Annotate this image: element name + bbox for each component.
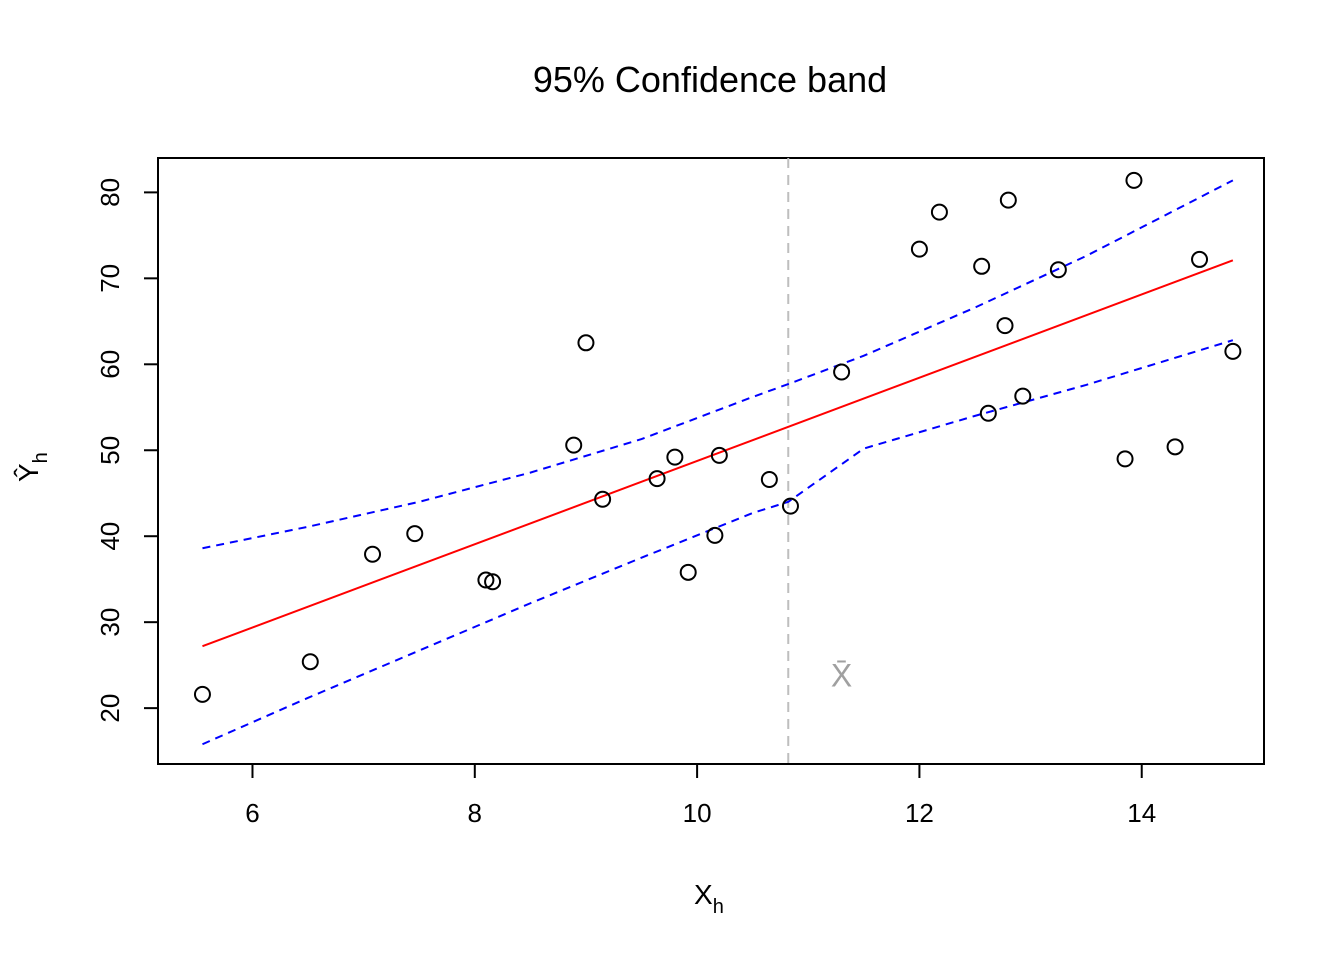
data-point bbox=[577, 334, 595, 352]
data-point bbox=[1116, 450, 1134, 468]
data-point bbox=[484, 573, 502, 591]
data-point bbox=[364, 545, 382, 563]
plot-frame bbox=[157, 157, 1265, 765]
x-axis: 6 8 10 12 14 bbox=[245, 764, 1156, 828]
data-point bbox=[710, 446, 728, 464]
x-tick-label: 12 bbox=[905, 798, 934, 828]
y-tick-label: 60 bbox=[95, 350, 125, 379]
data-point bbox=[565, 436, 583, 454]
mean-x-label: X̄ bbox=[831, 658, 852, 694]
x-axis-label-sub: h bbox=[713, 896, 724, 918]
data-point bbox=[979, 404, 997, 422]
y-tick-label: 30 bbox=[95, 608, 125, 637]
y-tick-label: 20 bbox=[95, 694, 125, 723]
data-point bbox=[760, 470, 778, 488]
y-tick-label: 70 bbox=[95, 264, 125, 293]
data-point bbox=[1014, 387, 1032, 405]
data-point bbox=[679, 563, 697, 581]
x-axis-label-main: X bbox=[694, 879, 713, 910]
data-point bbox=[706, 526, 724, 544]
y-axis: 20 30 40 50 60 70 80 bbox=[95, 178, 158, 723]
x-tick-label: 6 bbox=[245, 798, 259, 828]
data-point bbox=[1049, 261, 1067, 279]
data-point bbox=[666, 448, 684, 466]
data-point bbox=[1125, 171, 1143, 189]
data-point bbox=[1166, 438, 1184, 456]
upper-confidence-band bbox=[202, 179, 1234, 550]
y-tick-label: 40 bbox=[95, 522, 125, 551]
data-point bbox=[477, 571, 495, 589]
x-tick-label: 10 bbox=[683, 798, 712, 828]
data-point bbox=[996, 317, 1014, 335]
y-axis-label-sub: h bbox=[30, 452, 52, 463]
data-point bbox=[930, 203, 948, 221]
plot-area: X̄ bbox=[193, 158, 1242, 764]
data-point bbox=[301, 653, 319, 671]
data-point bbox=[594, 490, 612, 508]
y-tick-label: 50 bbox=[95, 436, 125, 465]
x-tick-label: 14 bbox=[1127, 798, 1156, 828]
x-tick-label: 8 bbox=[468, 798, 482, 828]
data-point bbox=[1224, 342, 1242, 360]
data-point bbox=[781, 497, 799, 515]
y-tick-label: 80 bbox=[95, 178, 125, 207]
data-point bbox=[999, 191, 1017, 209]
y-axis-label: Ŷh bbox=[13, 452, 52, 482]
svg-text:Xh: Xh bbox=[694, 879, 724, 918]
y-axis-label-main: Ŷ bbox=[13, 463, 44, 482]
chart-title: 95% Confidence band bbox=[533, 59, 887, 100]
data-point bbox=[833, 363, 851, 381]
data-point bbox=[406, 525, 424, 543]
svg-text:Ŷh: Ŷh bbox=[13, 452, 52, 482]
x-axis-label: Xh bbox=[694, 879, 724, 918]
data-point bbox=[1191, 250, 1209, 268]
data-point bbox=[648, 470, 666, 488]
data-point bbox=[193, 685, 211, 703]
regression-line bbox=[202, 259, 1234, 648]
data-point bbox=[973, 257, 991, 275]
data-point bbox=[910, 240, 928, 258]
